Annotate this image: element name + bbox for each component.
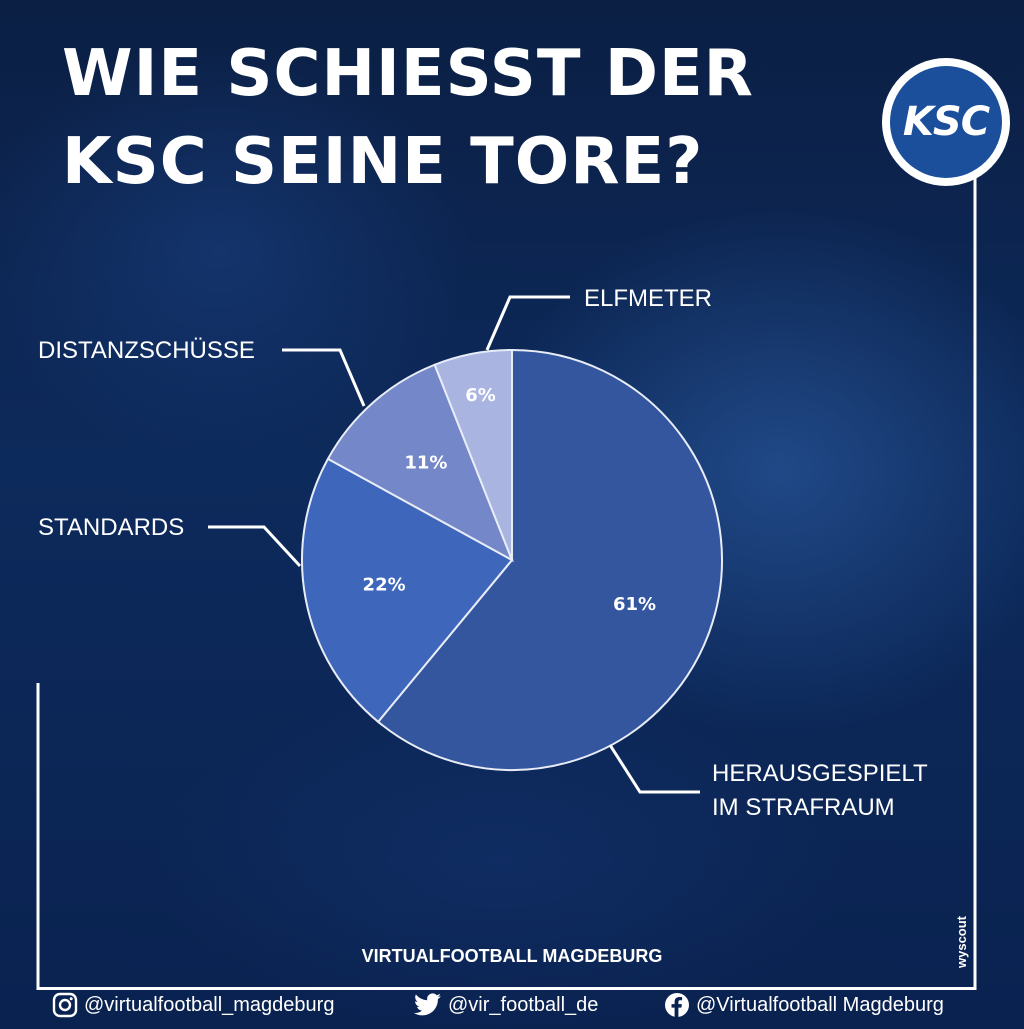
twitter-icon — [414, 993, 441, 1016]
frame-lines — [36, 168, 977, 990]
social-facebook[interactable]: @Virtualfootball Magdeburg — [664, 990, 944, 1020]
slice-value-label: 11% — [404, 452, 447, 473]
pie-slice-2 — [301, 457, 514, 724]
facebook-handle: @Virtualfootball Magdeburg — [696, 993, 944, 1016]
leader-line — [282, 348, 366, 407]
credit-text: VIRTUALFOOTBALL MAGDEBURG — [361, 946, 663, 966]
slice-category-label: STANDARDS — [38, 514, 184, 541]
slice-category-label: ELFMETER — [584, 285, 712, 312]
leader-line — [608, 744, 700, 794]
slice-value-label: 22% — [363, 574, 406, 595]
leader-line — [485, 295, 570, 351]
slice-value-label: 61% — [613, 594, 656, 615]
twitter-handle: @vir_football_de — [448, 993, 599, 1016]
social-twitter[interactable]: @vir_football_de — [414, 990, 598, 1020]
social-instagram[interactable]: @virtualfootball_magdeburg — [52, 990, 334, 1020]
pie-slice-3 — [326, 363, 514, 563]
slice-category-label: DISTANZSCHÜSSE — [38, 337, 255, 364]
instagram-handle: @virtualfootball_magdeburg — [84, 993, 335, 1016]
pie-slice-4 — [433, 348, 513, 561]
instagram-icon — [52, 992, 78, 1018]
page-title: WIE SCHIESST DER KSC SEINE TORE? — [62, 30, 822, 206]
source-text: wyscout — [954, 915, 969, 968]
slice-value-label: 6% — [465, 385, 496, 406]
title-line-2: KSC SEINE TORE? — [62, 125, 704, 199]
ksc-logo: KSC — [882, 58, 1010, 186]
logo-text: KSC — [890, 66, 1002, 178]
pie-slice-1 — [376, 348, 723, 771]
leader-line — [208, 525, 302, 568]
slice-category-label: HERAUSGESPIELT IM STRAFRAUM — [712, 760, 928, 821]
title-line-1: WIE SCHIESST DER — [62, 37, 754, 111]
social-bar: @virtualfootball_magdeburg @vir_football… — [0, 990, 1024, 1020]
facebook-icon — [665, 993, 689, 1017]
